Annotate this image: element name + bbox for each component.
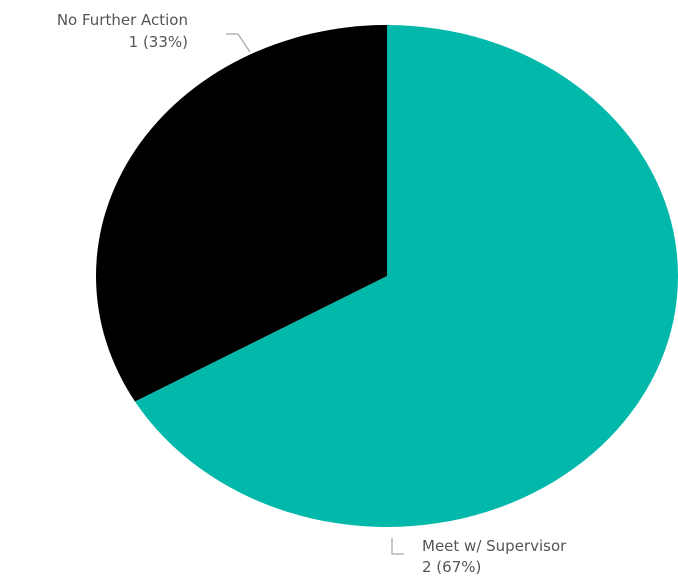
label-name-meet-w-supervisor: Meet w/ Supervisor xyxy=(422,537,567,555)
label-name-no-further-action: No Further Action xyxy=(57,11,188,29)
leader-line-no-further-action xyxy=(226,33,251,53)
label-value-meet-w-supervisor: 2 (67%) xyxy=(422,558,481,576)
pie-slice-meet-w-supervisor xyxy=(134,25,678,527)
data-label-no-further-action: No Further Action 1 (33%) xyxy=(57,11,251,53)
pie-slice-no-further-action xyxy=(96,25,387,402)
leader-line-meet-w-supervisor xyxy=(391,538,404,555)
pie-slices xyxy=(96,25,678,527)
label-value-no-further-action: 1 (33%) xyxy=(129,33,188,51)
data-label-meet-w-supervisor: Meet w/ Supervisor 2 (67%) xyxy=(391,537,567,576)
